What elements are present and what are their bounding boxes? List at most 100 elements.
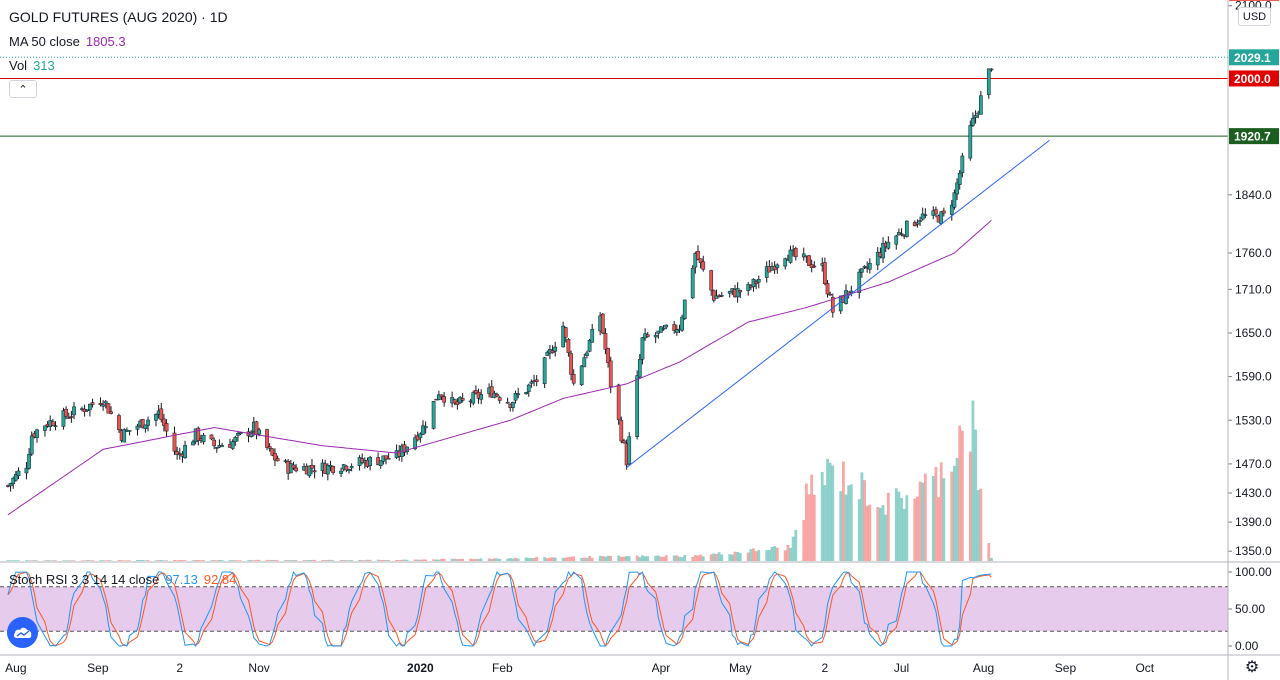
volume-bar xyxy=(14,560,18,561)
volume-bar xyxy=(88,560,92,561)
candle xyxy=(793,246,798,261)
volume-bar xyxy=(43,560,47,561)
volume-bar xyxy=(257,559,261,561)
volume-bar xyxy=(968,451,972,561)
volume-bar xyxy=(953,465,956,561)
candle xyxy=(957,170,962,190)
volume-bar xyxy=(905,495,909,561)
candle xyxy=(143,424,148,433)
volume-bar xyxy=(958,425,962,561)
volume-bar xyxy=(878,507,882,561)
candle xyxy=(830,293,835,318)
candle xyxy=(635,370,640,440)
legend-symbol[interactable]: GOLD FUTURES (AUG 2020) · 1D xyxy=(9,9,228,25)
volume-bar xyxy=(125,560,129,561)
volume-bar xyxy=(286,560,290,561)
candle xyxy=(801,247,806,261)
gear-icon[interactable]: ⚙ xyxy=(1244,659,1260,676)
volume-bar xyxy=(67,560,71,561)
volume-bar xyxy=(863,480,866,561)
candle xyxy=(553,341,558,357)
candle xyxy=(349,463,354,472)
time-tick-label: Sep xyxy=(1055,661,1077,675)
volume-bar xyxy=(823,485,827,561)
price-tick-label: 1710.0 xyxy=(1235,282,1272,296)
candle xyxy=(569,350,573,381)
candle xyxy=(627,432,632,465)
currency-button[interactable]: USD xyxy=(1238,7,1271,26)
tradingview-logo-icon[interactable] xyxy=(7,617,38,648)
candle xyxy=(339,467,343,478)
volume-bar xyxy=(990,557,993,561)
volume-bar xyxy=(247,560,250,561)
candle xyxy=(177,447,182,460)
volume-bar xyxy=(828,462,832,561)
price-tick-label: 1840.0 xyxy=(1235,188,1272,202)
volume-bar xyxy=(157,560,161,561)
candle xyxy=(788,245,793,264)
time-tick-label: 2 xyxy=(176,661,183,675)
volume-bar xyxy=(405,559,409,561)
candle xyxy=(8,482,13,492)
candle xyxy=(659,325,663,333)
volume-bar xyxy=(543,557,547,561)
candle xyxy=(714,289,719,299)
time-axis[interactable]: Aug Sep 2 Nov 2020 Feb Apr May 2 Jul Aug Sep Oct xyxy=(5,661,1155,675)
volume-bar xyxy=(569,556,573,561)
collapse-legend-button[interactable]: ⌃ xyxy=(9,80,37,98)
candle xyxy=(674,324,679,336)
volume-bar xyxy=(292,560,295,561)
volume-bar xyxy=(894,488,898,561)
candle xyxy=(672,320,677,334)
candle xyxy=(90,398,95,408)
candle xyxy=(265,428,269,451)
candle xyxy=(529,379,534,388)
price-tick-label: 1350.0 xyxy=(1235,544,1272,558)
candle xyxy=(735,282,740,303)
volume-bar xyxy=(934,466,938,561)
candle xyxy=(812,261,817,269)
candle xyxy=(101,400,105,411)
volume-bar xyxy=(580,558,584,561)
volume-bar xyxy=(937,497,940,561)
volume-bar xyxy=(236,560,240,561)
legend-ma[interactable]: MA 50 close 1805.3 xyxy=(9,34,126,49)
volume-bar xyxy=(471,559,475,561)
price-axis[interactable]: 2118.02000.01920.72029.12100.01840.01760… xyxy=(1228,0,1279,653)
volume-bar xyxy=(728,554,732,561)
candle xyxy=(886,236,891,250)
volume-bar xyxy=(712,553,716,561)
volume-bar xyxy=(424,559,428,561)
candle xyxy=(690,265,695,300)
volume-bar xyxy=(730,554,734,561)
legend-stoch-rsi[interactable]: Stoch RSI 3 3 14 14 close 97.13 92.84 xyxy=(9,572,236,587)
volume-bar xyxy=(46,560,49,561)
volume-bar xyxy=(252,560,256,561)
candle xyxy=(622,438,626,444)
volume-bar xyxy=(9,560,12,561)
candle xyxy=(154,413,158,427)
volume-bar xyxy=(516,558,520,561)
volume-bar xyxy=(609,555,613,561)
volume-bar xyxy=(191,560,195,561)
candle xyxy=(439,394,444,401)
volume-bar xyxy=(54,560,57,561)
volume-bar xyxy=(326,559,330,561)
time-tick-label: Apr xyxy=(652,661,671,675)
volume-bar xyxy=(104,560,108,561)
price-tick-label: 1430.0 xyxy=(1235,486,1272,500)
volume-bar xyxy=(366,559,369,561)
volume-bar xyxy=(839,491,843,561)
candle xyxy=(823,257,827,286)
volume-bar xyxy=(588,556,591,561)
trend-line[interactable] xyxy=(626,139,1050,468)
volume-bar xyxy=(421,559,425,561)
level-label: 1920.7 xyxy=(1234,130,1271,144)
volume-bar xyxy=(680,557,684,561)
volume-bar xyxy=(144,560,147,561)
symbol-title: GOLD FUTURES (AUG 2020) · 1D xyxy=(9,9,228,25)
volume-bar xyxy=(923,473,927,561)
legend-vol[interactable]: Vol 313 xyxy=(9,58,55,73)
volume-bar xyxy=(339,560,343,561)
